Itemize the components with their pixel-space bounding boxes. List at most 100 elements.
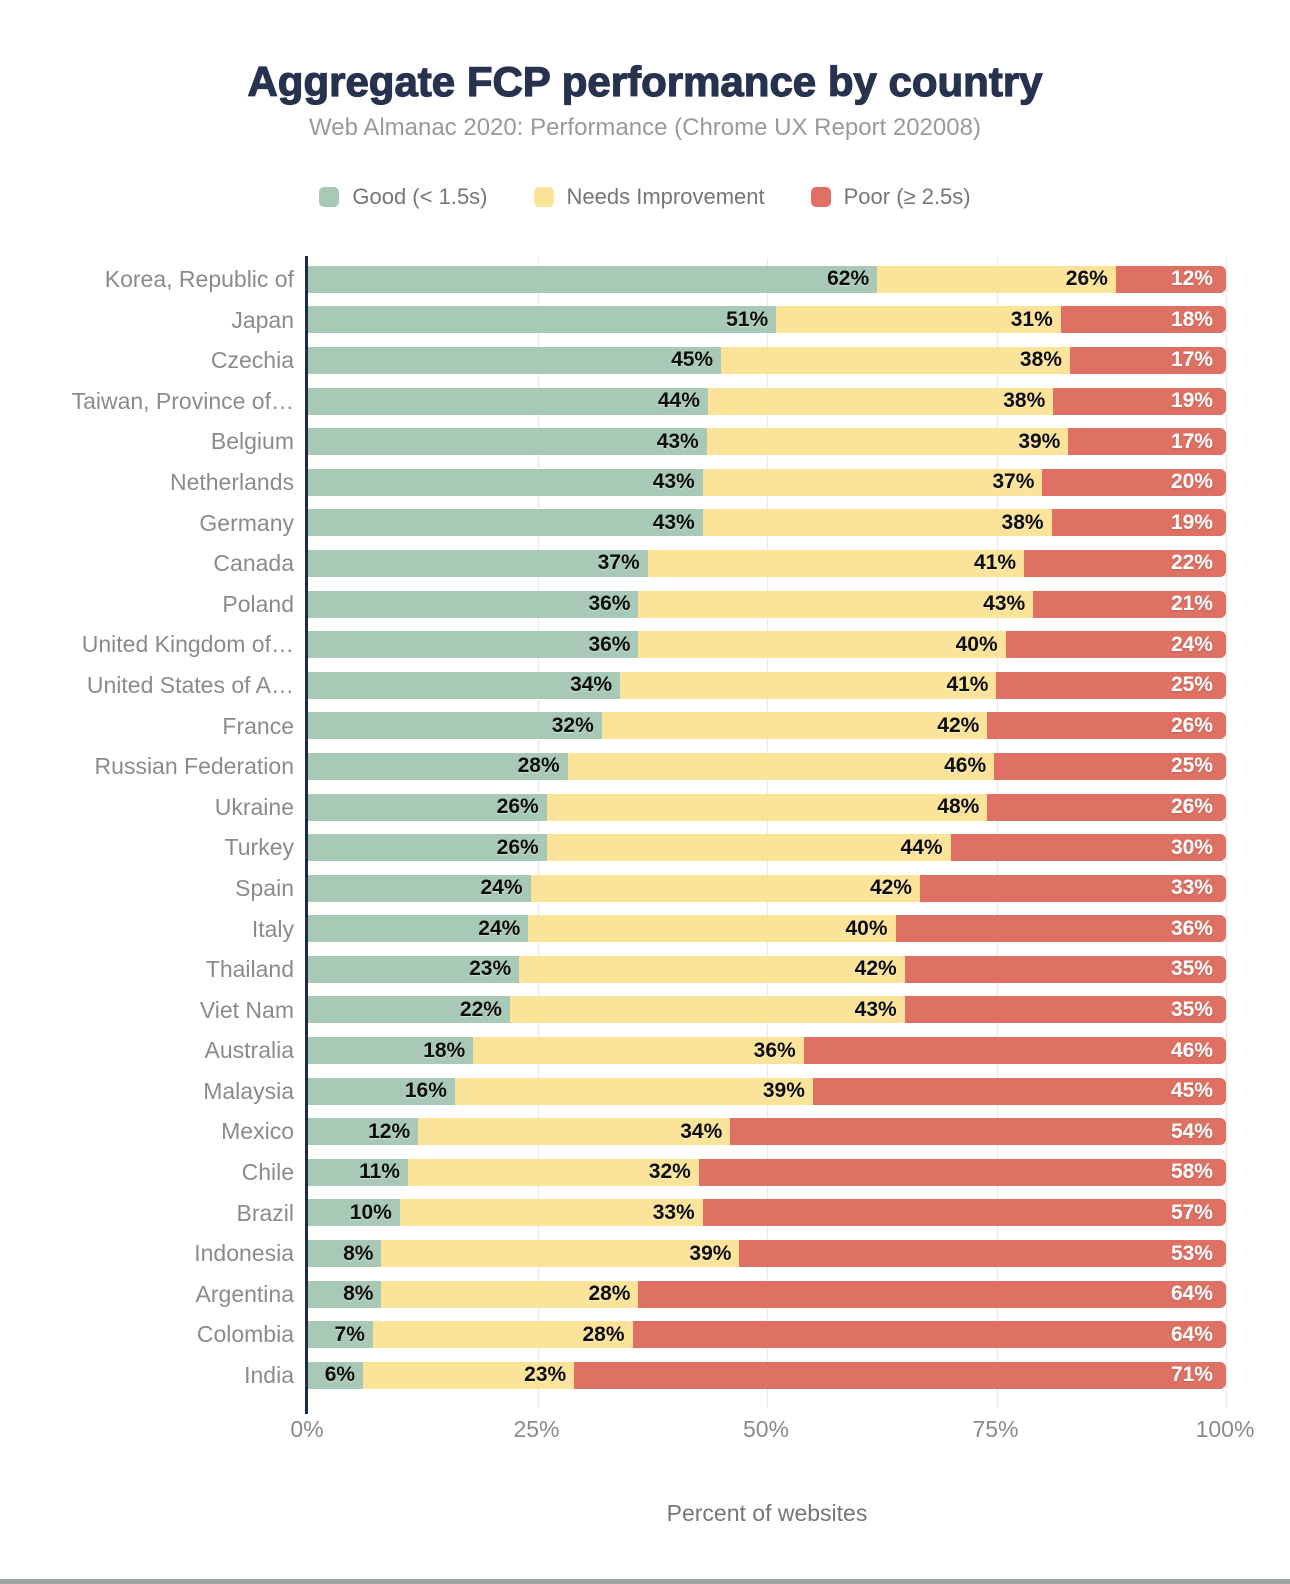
bar-segment-poor[interactable]: 64% [638, 1280, 1226, 1308]
country-label: Italy [251, 915, 294, 942]
bar-segment-needs-improvement[interactable]: 43% [509, 996, 905, 1024]
bar-segment-poor[interactable]: 53% [739, 1240, 1226, 1268]
bar-segment-needs-improvement[interactable]: 37% [702, 468, 1043, 496]
bar-segment-poor[interactable]: 21% [1033, 590, 1226, 618]
bar-segment-poor[interactable]: 35% [904, 996, 1226, 1024]
bar-segment-poor[interactable]: 26% [987, 793, 1226, 821]
bar-value-label: 42% [854, 957, 897, 981]
country-row: Korea, Republic of 62% 26% 12% [0, 259, 1290, 300]
bar-segment-good[interactable]: 12% [308, 1118, 419, 1146]
bar-segment-poor[interactable]: 25% [996, 671, 1226, 699]
bar-segment-needs-improvement[interactable]: 34% [418, 1118, 731, 1146]
bar-segment-needs-improvement[interactable]: 40% [528, 915, 896, 943]
bar-segment-good[interactable]: 36% [308, 590, 639, 618]
bar-segment-good[interactable]: 51% [308, 306, 777, 334]
bar-segment-poor[interactable]: 20% [1042, 468, 1226, 496]
bar-segment-needs-improvement[interactable]: 39% [706, 428, 1069, 456]
bar-segment-good[interactable]: 11% [308, 1158, 408, 1186]
bar-segment-good[interactable]: 44% [308, 387, 708, 415]
bar-segment-good[interactable]: 62% [308, 265, 878, 293]
bar-segment-good[interactable]: 23% [308, 955, 520, 983]
bar-segment-good[interactable]: 26% [308, 834, 547, 862]
bar-segment-poor[interactable]: 33% [919, 874, 1226, 902]
bar-segment-needs-improvement[interactable]: 36% [473, 1037, 804, 1065]
bar-segment-poor[interactable]: 18% [1060, 306, 1226, 334]
bar-segment-poor[interactable]: 24% [1005, 631, 1226, 659]
bar-segment-needs-improvement[interactable]: 38% [707, 387, 1054, 415]
bar-segment-needs-improvement[interactable]: 23% [363, 1361, 575, 1389]
bar-value-label: 48% [937, 795, 980, 819]
bar-track: 43% 39% 17% [308, 428, 1226, 456]
bar-segment-needs-improvement[interactable]: 28% [372, 1321, 633, 1349]
bar-segment-good[interactable]: 34% [308, 671, 621, 699]
bar-segment-poor[interactable]: 45% [812, 1077, 1226, 1105]
bar-segment-needs-improvement[interactable]: 38% [721, 346, 1070, 374]
bar-segment-good[interactable]: 45% [308, 346, 722, 374]
bar-segment-poor[interactable]: 35% [904, 955, 1226, 983]
bar-value-label: 40% [955, 632, 998, 656]
bar-segment-needs-improvement[interactable]: 48% [546, 793, 988, 821]
bar-segment-poor[interactable]: 19% [1053, 387, 1226, 415]
bar-segment-good[interactable]: 22% [308, 996, 510, 1024]
bar-track: 18% 36% 46% [308, 1037, 1226, 1065]
bar-segment-needs-improvement[interactable]: 33% [399, 1199, 703, 1227]
country-row: Belgium 43% 39% 17% [0, 421, 1290, 462]
bar-segment-needs-improvement[interactable]: 46% [567, 752, 995, 780]
bar-segment-poor[interactable]: 54% [730, 1118, 1226, 1146]
bar-segment-poor[interactable]: 12% [1115, 265, 1226, 293]
bar-segment-needs-improvement[interactable]: 42% [519, 955, 905, 983]
bar-segment-good[interactable]: 32% [308, 712, 602, 740]
bar-segment-needs-improvement[interactable]: 39% [381, 1240, 740, 1268]
bar-segment-needs-improvement[interactable]: 28% [381, 1280, 639, 1308]
bar-segment-poor[interactable]: 17% [1069, 346, 1226, 374]
bar-track: 6% 23% 71% [308, 1361, 1226, 1389]
bar-segment-needs-improvement[interactable]: 32% [407, 1158, 699, 1186]
bar-segment-needs-improvement[interactable]: 31% [776, 306, 1061, 334]
bar-segment-poor[interactable]: 64% [632, 1321, 1226, 1349]
bar-segment-good[interactable]: 7% [308, 1321, 373, 1349]
bar-value-label: 40% [845, 916, 888, 940]
bar-segment-needs-improvement[interactable]: 41% [647, 549, 1025, 577]
bar-segment-good[interactable]: 6% [308, 1361, 364, 1389]
bar-segment-good[interactable]: 43% [308, 428, 707, 456]
bar-segment-poor[interactable]: 26% [987, 712, 1226, 740]
bar-segment-good[interactable]: 10% [308, 1199, 400, 1227]
country-label: Malaysia [203, 1077, 294, 1104]
bar-segment-needs-improvement[interactable]: 39% [454, 1077, 813, 1105]
bar-value-label: 28% [517, 754, 560, 778]
bar-segment-good[interactable]: 43% [308, 509, 703, 537]
bar-segment-poor[interactable]: 25% [994, 752, 1226, 780]
bar-segment-good[interactable]: 8% [308, 1240, 382, 1268]
bar-segment-poor[interactable]: 46% [803, 1037, 1226, 1065]
bar-segment-poor[interactable]: 36% [895, 915, 1226, 943]
bar-segment-good[interactable]: 37% [308, 549, 648, 577]
bar-segment-good[interactable]: 24% [308, 874, 531, 902]
bar-segment-needs-improvement[interactable]: 40% [638, 631, 1006, 659]
bar-segment-needs-improvement[interactable]: 43% [638, 590, 1034, 618]
bar-segment-good[interactable]: 28% [308, 752, 568, 780]
bar-segment-poor[interactable]: 71% [574, 1361, 1226, 1389]
bar-segment-needs-improvement[interactable]: 41% [620, 671, 997, 699]
bar-segment-good[interactable]: 26% [308, 793, 547, 821]
bar-segment-poor[interactable]: 57% [702, 1199, 1226, 1227]
bar-segment-needs-improvement[interactable]: 42% [601, 712, 988, 740]
bar-segment-poor[interactable]: 58% [698, 1158, 1226, 1186]
bar-segment-good[interactable]: 43% [308, 468, 703, 496]
bar-segment-needs-improvement[interactable]: 26% [877, 265, 1116, 293]
bar-segment-good[interactable]: 8% [308, 1280, 382, 1308]
bar-segment-good[interactable]: 16% [308, 1077, 455, 1105]
bar-value-label: 21% [1170, 592, 1213, 616]
country-label: Chile [241, 1159, 294, 1186]
bar-segment-good[interactable]: 36% [308, 631, 639, 659]
bar-segment-needs-improvement[interactable]: 38% [702, 509, 1052, 537]
country-row: Viet Nam 22% 43% 35% [0, 990, 1290, 1031]
bar-segment-poor[interactable]: 19% [1051, 509, 1226, 537]
bar-segment-good[interactable]: 18% [308, 1037, 474, 1065]
bar-segment-poor[interactable]: 17% [1068, 428, 1226, 456]
bar-segment-good[interactable]: 24% [308, 915, 529, 943]
bar-segment-poor[interactable]: 22% [1024, 549, 1226, 577]
bar-segment-needs-improvement[interactable]: 42% [530, 874, 920, 902]
bar-segment-poor[interactable]: 30% [950, 834, 1226, 862]
bar-segment-needs-improvement[interactable]: 44% [546, 834, 951, 862]
